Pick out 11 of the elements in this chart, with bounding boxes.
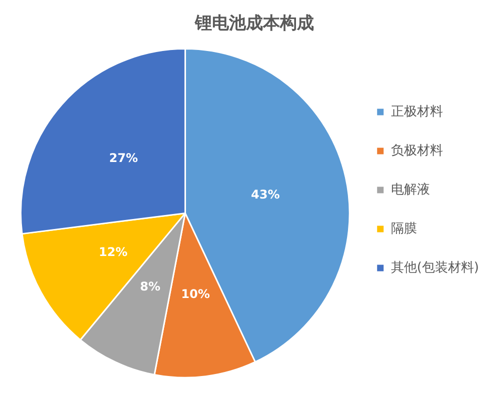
- legend-label: 隔膜: [390, 221, 417, 236]
- data-label: 8%: [140, 280, 160, 294]
- data-label: 27%: [109, 150, 138, 165]
- legend-label: 正极材料: [390, 104, 443, 120]
- legend-label: 其他(包装材料): [390, 260, 480, 276]
- data-label: 12%: [98, 244, 128, 259]
- legend-label: 负极材料: [390, 143, 443, 158]
- data-label: 43%: [251, 187, 280, 202]
- chart-title: 锂电池成本构成: [194, 14, 314, 34]
- data-label: 10%: [181, 286, 210, 301]
- legend-label: 电解液: [390, 182, 430, 198]
